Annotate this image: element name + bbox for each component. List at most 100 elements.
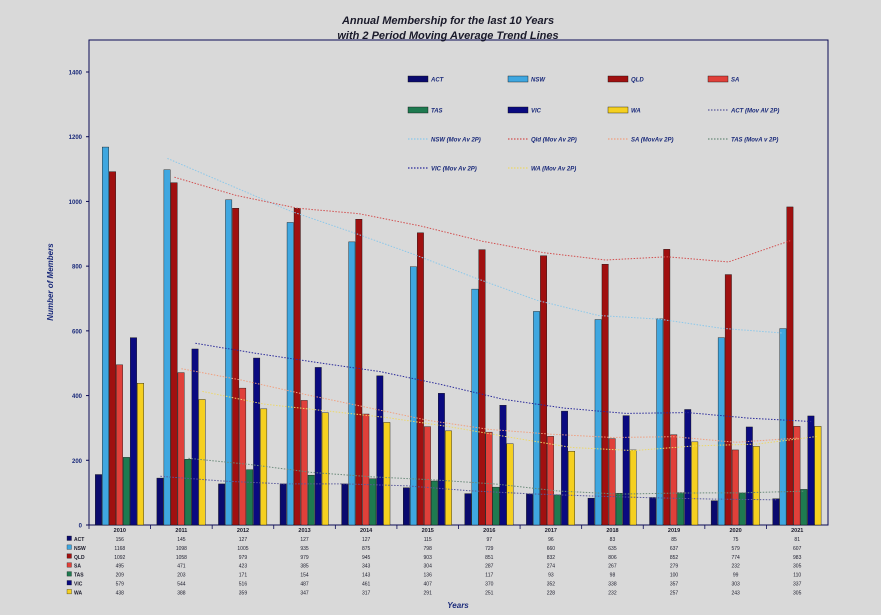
- bar-wa-2011: [198, 399, 206, 526]
- chart-title-line2: with 2 Period Moving Average Trend Lines: [337, 30, 558, 42]
- bar-qld-2019: [663, 249, 671, 526]
- bar-nsw-2016: [471, 288, 479, 526]
- bar-wa-2020: [752, 446, 760, 526]
- table-swatch-sa: [66, 562, 72, 568]
- table-cell: 979: [239, 555, 248, 561]
- table-cell: 1058: [176, 555, 187, 561]
- bar-vic-2019: [684, 409, 692, 526]
- bar-vic-2018: [622, 415, 630, 526]
- table-cell: 370: [485, 582, 494, 588]
- bar-qld-2017: [540, 255, 547, 526]
- x-axis-tick-labels: 2010 2011 2012 2013 2014 2015 2016 2017 2018 2019…: [88, 525, 803, 534]
- bar-act-2010: [95, 474, 102, 526]
- table-swatch-nsw: [66, 544, 72, 550]
- table-cell: 251: [485, 590, 494, 596]
- x-axis-label: Years: [447, 601, 469, 610]
- table-cell: 96: [548, 537, 554, 543]
- x-tick-label: 2010: [114, 528, 126, 534]
- table-cell: 257: [670, 590, 679, 596]
- bar-nsw-2020: [717, 337, 725, 526]
- trendline-act: [160, 475, 777, 501]
- table-row-label: QLD: [74, 555, 85, 561]
- legend-label-qld: QLD: [631, 78, 644, 84]
- legend-label-nsw: NSW: [531, 78, 546, 84]
- table-cell: 359: [239, 590, 248, 596]
- table-cell: 143: [362, 573, 371, 579]
- table-cell: 287: [485, 564, 494, 570]
- table-cell: 495: [116, 564, 125, 570]
- bar-act-2015: [403, 487, 410, 526]
- y-tick-label: 1400: [69, 71, 83, 77]
- bar-qld-2011: [170, 182, 178, 526]
- bar-tas-2015: [431, 480, 438, 526]
- y-tick-label: 200: [72, 459, 83, 465]
- table-cell: 98: [610, 573, 616, 579]
- table-cell: 1168: [114, 546, 125, 552]
- table-cell: 243: [731, 590, 740, 596]
- bar-wa-2019: [691, 441, 699, 526]
- bar-tas-2021: [800, 489, 808, 526]
- table-cell: 852: [670, 555, 679, 561]
- trendline-qld: [174, 176, 791, 263]
- table-cell: 136: [424, 573, 433, 579]
- table-cell: 99: [733, 573, 739, 579]
- bar-nsw-2019: [656, 318, 664, 526]
- y-tick-label: 0: [79, 524, 83, 530]
- bar-wa-2010: [137, 383, 144, 526]
- bar-vic-2016: [499, 405, 507, 526]
- table-cell: 75: [733, 537, 739, 543]
- table-cell: 423: [239, 564, 248, 570]
- bar-vic-2013: [314, 367, 322, 526]
- table-cell: 471: [177, 564, 186, 570]
- bar-tas-2020: [738, 492, 746, 526]
- table-cell: 274: [547, 564, 556, 570]
- legend-swatch-sa: [707, 75, 729, 83]
- bar-qld-2016: [478, 249, 486, 526]
- table-cell: 83: [610, 537, 616, 543]
- bar-sa-2016: [485, 431, 493, 526]
- bar-nsw-2012: [225, 199, 233, 526]
- bar-sa-2019: [670, 434, 678, 526]
- table-cell: 983: [793, 555, 802, 561]
- table-cell: 145: [177, 537, 186, 543]
- table-cell: 945: [362, 555, 371, 561]
- y-tick-label: 800: [72, 265, 83, 271]
- bar-qld-2018: [601, 264, 609, 526]
- bar-sa-2021: [793, 426, 801, 526]
- bar-qld-2020: [724, 274, 732, 526]
- table-swatch-act: [66, 535, 72, 541]
- table-cell: 979: [300, 555, 309, 561]
- bar-qld-2010: [109, 171, 116, 526]
- y-tick-label: 600: [72, 329, 83, 335]
- table-cell: 516: [239, 582, 248, 588]
- legend-swatch-vic: [507, 106, 529, 114]
- table-cell: 156: [116, 537, 125, 543]
- table-cell: 935: [300, 546, 309, 552]
- bar-sa-2011: [177, 372, 185, 526]
- bar-vic-2014: [376, 375, 384, 526]
- bar-sa-2012: [239, 387, 247, 526]
- table-cell: 303: [731, 582, 740, 588]
- bar-qld-2013: [293, 208, 301, 526]
- table-cell: 660: [547, 546, 556, 552]
- bar-vic-2020: [745, 426, 753, 526]
- x-tick-label: 2017: [545, 528, 557, 534]
- table-cell: 851: [485, 555, 494, 561]
- bar-wa-2018: [629, 449, 637, 526]
- table-cell: 337: [793, 582, 802, 588]
- table-cell: 343: [362, 564, 371, 570]
- bar-sa-2013: [300, 400, 308, 526]
- table-row-label: TAS: [74, 573, 84, 579]
- table-cell: 1092: [114, 555, 125, 561]
- x-tick-label: 2015: [422, 528, 434, 534]
- trendline-nsw: [167, 157, 784, 334]
- trendlines-group: [160, 157, 819, 501]
- x-tick-label: 2011: [175, 528, 187, 534]
- legend-label-tas: TAS: [431, 109, 443, 115]
- bar-wa-2015: [445, 430, 452, 526]
- bar-nsw-2014: [348, 241, 356, 526]
- table-cell: 171: [239, 573, 248, 579]
- bar-nsw-2010: [102, 146, 109, 526]
- bar-act-2012: [218, 483, 226, 526]
